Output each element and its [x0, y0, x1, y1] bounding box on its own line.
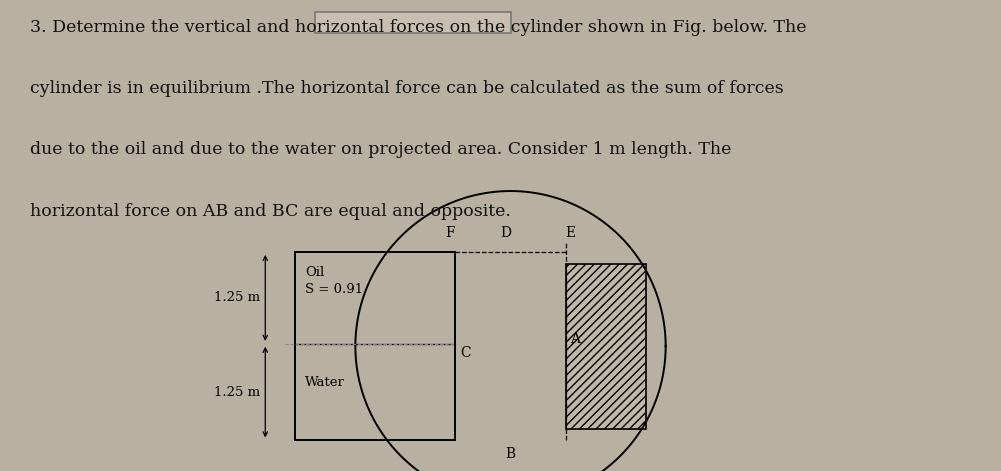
- Text: Water: Water: [305, 376, 345, 389]
- FancyBboxPatch shape: [315, 12, 511, 33]
- Text: S = 0.91: S = 0.91: [305, 283, 363, 296]
- Bar: [566, 264, 646, 429]
- Text: cylinder is in equilibrium .The horizontal force can be calculated as the sum of: cylinder is in equilibrium .The horizont…: [30, 80, 784, 97]
- Text: due to the oil and due to the water on projected area. Consider 1 m length. The: due to the oil and due to the water on p…: [30, 141, 732, 158]
- Text: D: D: [500, 226, 511, 240]
- Text: 3. Determine the vertical and horizontal forces on the cylinder shown in Fig. be: 3. Determine the vertical and horizontal…: [30, 19, 807, 36]
- Text: F: F: [445, 226, 455, 240]
- Text: C: C: [460, 346, 471, 360]
- Text: B: B: [506, 447, 516, 462]
- Text: 1.25 m: 1.25 m: [214, 292, 260, 304]
- Text: E: E: [566, 226, 576, 240]
- Text: Oil: Oil: [305, 266, 324, 279]
- Text: horizontal force on AB and BC are equal and opposite.: horizontal force on AB and BC are equal …: [30, 203, 511, 219]
- Text: A: A: [571, 332, 581, 346]
- Text: 1.25 m: 1.25 m: [214, 386, 260, 398]
